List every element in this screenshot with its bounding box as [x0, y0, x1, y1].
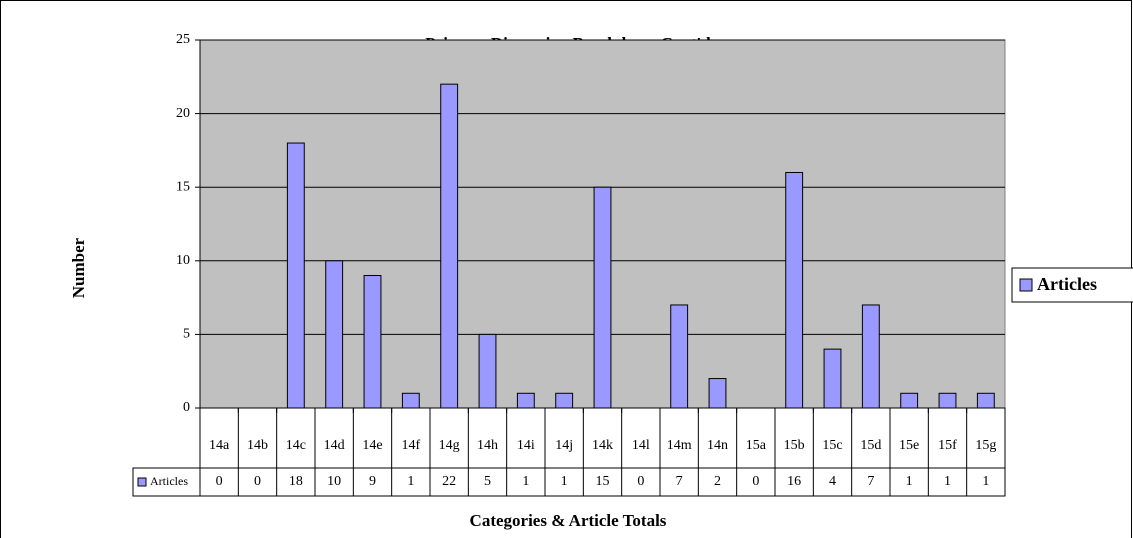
bar: [401, 392, 420, 409]
x-tick-label: 14b: [247, 438, 268, 453]
data-table-value: 0: [637, 474, 644, 489]
x-axis-title: Categories & Article Totals: [470, 511, 667, 530]
legend-key: [1019, 278, 1033, 292]
bar: [938, 392, 957, 409]
data-table-value: 9: [369, 474, 376, 489]
bar: [555, 392, 574, 409]
y-tick-label: 25: [176, 32, 190, 47]
data-table-value: 1: [906, 474, 913, 489]
x-tick-label: 15a: [746, 438, 767, 453]
x-tick-label: 14a: [209, 438, 230, 453]
data-table-value: 18: [289, 474, 303, 489]
bar: [478, 333, 497, 409]
bar: [516, 392, 535, 409]
data-table-value: 15: [596, 474, 610, 489]
x-tick-label: 14f: [401, 438, 420, 453]
x-tick-label: 14k: [592, 438, 613, 453]
bar: [593, 186, 612, 409]
bar: [708, 378, 727, 409]
table-series-name: Articles: [150, 474, 188, 488]
data-table-value: 0: [254, 474, 261, 489]
x-tick-label: 14j: [555, 438, 573, 453]
y-tick-label: 20: [176, 106, 190, 121]
x-tick-label: 14g: [439, 438, 460, 453]
x-tick-label: 14d: [324, 438, 345, 453]
x-tick-label: 15e: [899, 438, 919, 453]
x-tick-label: 14h: [477, 438, 498, 453]
x-tick-label: 14c: [286, 438, 306, 453]
x-tick-label: 14l: [632, 438, 650, 453]
data-table-value: 1: [561, 474, 568, 489]
x-tick-label: 15d: [860, 438, 881, 453]
data-table-value: 1: [407, 474, 414, 489]
bar: [363, 275, 382, 409]
data-table-value: 22: [442, 474, 456, 489]
bar: [861, 304, 880, 409]
bar: [670, 304, 689, 409]
bar: [785, 171, 804, 409]
x-tick-label: 15g: [975, 438, 996, 453]
x-tick-label: 14i: [517, 438, 535, 453]
x-tick-label: 14e: [362, 438, 382, 453]
bar: [823, 348, 842, 409]
y-tick-label: 10: [176, 253, 190, 268]
data-table-value: 16: [787, 474, 801, 489]
data-table-value: 7: [676, 474, 683, 489]
data-table: [199, 407, 1006, 497]
y-axis-title: Number: [69, 237, 88, 298]
bar: [286, 142, 305, 409]
data-table-value: 1: [522, 474, 529, 489]
data-table-value: 0: [752, 474, 759, 489]
data-table-value: 10: [327, 474, 341, 489]
data-table-value: 4: [829, 474, 836, 489]
bar: [976, 392, 995, 409]
data-table-value: 0: [216, 474, 223, 489]
legend-label: Articles: [1037, 274, 1097, 294]
x-tick-label: 15c: [822, 438, 842, 453]
data-table-value: 1: [944, 474, 951, 489]
bar: [440, 83, 459, 409]
table-legend-key: [137, 477, 147, 487]
y-tick-label: 0: [183, 400, 190, 415]
data-table-value: 5: [484, 474, 491, 489]
bar: [325, 260, 344, 409]
data-table-value: 7: [867, 474, 874, 489]
data-table-value: 1: [982, 474, 989, 489]
x-tick-label: 14m: [667, 438, 692, 453]
y-tick-label: 5: [183, 327, 190, 342]
x-tick-label: 14n: [707, 438, 728, 453]
bar: [900, 392, 919, 409]
y-tick-label: 15: [176, 179, 190, 194]
x-tick-label: 15f: [938, 438, 957, 453]
x-tick-label: 15b: [784, 438, 805, 453]
data-table-value: 2: [714, 474, 721, 489]
